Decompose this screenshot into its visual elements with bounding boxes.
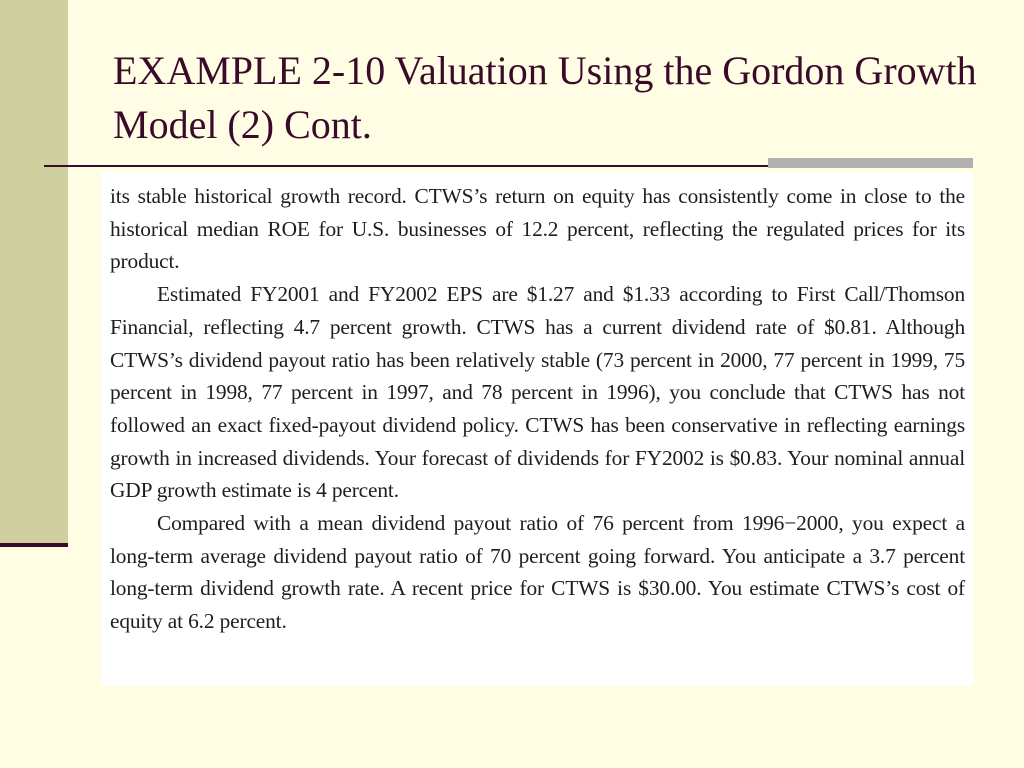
title-divider-accent <box>768 158 973 168</box>
paragraph-1: its stable historical growth record. CTW… <box>110 184 965 274</box>
paragraph-3: Compared with a mean dividend payout rat… <box>110 511 965 634</box>
title-divider <box>44 165 768 167</box>
slide-title: EXAMPLE 2-10 Valuation Using the Gordon … <box>113 48 977 147</box>
scanned-text-panel: its stable historical growth record. CTW… <box>101 172 973 686</box>
left-decorative-bar <box>0 0 68 543</box>
paragraph-2: Estimated FY2001 and FY2002 EPS are $1.2… <box>110 282 965 503</box>
left-bar-underline <box>0 543 68 547</box>
